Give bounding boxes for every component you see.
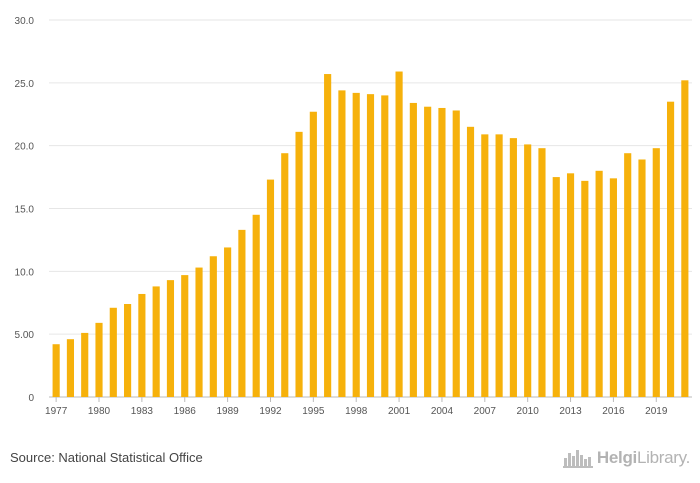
bar-2004 [438,107,446,397]
bar-1993 [281,153,289,397]
bar-2012 [552,177,560,397]
bar-1979 [81,332,89,397]
bar-2007 [481,134,489,397]
y-tick-label: 5.00 [15,330,35,341]
bar-2019 [652,148,660,397]
bar-1991 [252,214,260,397]
x-tick-label: 1977 [45,406,68,417]
bar-1987 [195,267,203,397]
bar-1992 [266,179,275,397]
y-axis-ticks: 0 5.00 10.0 15.0 20.0 25.0 30.0 [15,16,35,404]
x-tick-label: 2007 [474,406,497,417]
bar-2011 [538,148,546,397]
x-tick-label: 1989 [216,406,239,417]
bar-2001 [395,71,403,398]
y-tick-label: 15.0 [15,205,35,216]
bar-1994 [295,131,303,398]
bar-1980 [95,322,103,397]
bar-1990 [238,229,246,397]
bar-2009 [509,138,517,398]
bar-1989 [224,247,232,397]
bar-1998 [352,92,360,398]
bar-1977 [52,344,60,397]
x-tick-label: 2013 [559,406,582,417]
bar-1981 [109,307,117,397]
x-tick-label: 2004 [431,406,454,417]
bar-1982 [124,304,132,397]
bar-2005 [452,110,460,397]
x-tick-label: 2019 [645,406,668,417]
x-tick-label: 1995 [302,406,325,417]
y-tick-label: 10.0 [15,267,35,278]
logo-text-library: Library. [636,448,690,467]
bar-1984 [152,286,160,397]
source-note: Source: National Statistical Office [10,450,203,465]
bar-2015 [595,170,603,397]
bar-1997 [338,90,346,397]
helgi-library-logo: HelgiLibrary. [562,448,690,468]
bar-1995 [309,111,317,397]
bar-2010 [524,144,532,397]
x-tick-label: 1998 [345,406,368,417]
x-tick-label: 1986 [174,406,197,417]
bar-2018 [638,159,646,397]
bar-2006 [466,126,475,398]
y-tick-label: 25.0 [15,79,35,90]
bar-2014 [581,180,589,397]
x-tick-label: 2010 [517,406,540,417]
bar-2003 [424,106,432,398]
x-tick-label: 2016 [602,406,625,417]
x-tick-label: 1980 [88,406,111,417]
bar-2020 [666,101,675,397]
logo-text-helgi: Helgi [596,448,637,467]
bar-2002 [409,102,417,397]
bars [52,71,689,398]
x-axis-ticks: 1977 1980 1983 1986 1989 1992 1995 1998 2001 2004… [45,397,668,417]
bar-2000 [381,95,389,398]
bar-1985 [166,280,175,397]
bar-1978 [66,339,75,397]
y-tick-label: 30.0 [15,16,35,27]
y-tick-label: 0 [28,393,34,404]
bar-2008 [495,134,503,397]
bar-2013 [566,173,575,397]
x-tick-label: 1992 [259,406,282,417]
bar-2021 [681,80,689,397]
x-tick-label: 1983 [131,406,154,417]
y-tick-label: 20.0 [15,142,35,153]
bar-1986 [181,275,189,397]
bar-1999 [366,94,375,397]
bar-1996 [324,74,332,397]
bar-2017 [624,153,632,397]
bar-2016 [609,178,617,397]
bar-1988 [209,256,217,397]
bar-1983 [138,293,146,397]
x-tick-label: 2001 [388,406,411,417]
city-skyline-icon [562,450,593,468]
